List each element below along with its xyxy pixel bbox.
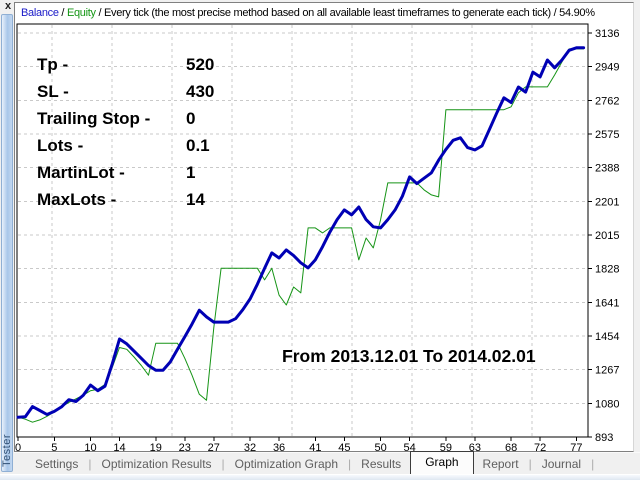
param-row: SL - 430 <box>37 78 214 105</box>
tab-journal[interactable]: Journal <box>541 456 582 471</box>
tab-separator: | <box>348 456 352 471</box>
param-value: 430 <box>186 82 215 101</box>
chart-legend: Balance / Equity / Every tick (the most … <box>21 7 595 19</box>
tab-separator: | <box>221 456 225 471</box>
tester-panel-title: Tester <box>1 434 13 467</box>
legend-separator-1: / <box>58 7 67 19</box>
y-tick-label: 2575 <box>595 129 619 141</box>
graph-panel: Balance / Equity / Every tick (the most … <box>14 2 634 452</box>
param-label: Lots - <box>37 136 84 155</box>
x-tick-label: 68 <box>505 442 517 451</box>
param-label: MartinLot - <box>37 163 125 182</box>
tester-sidebar: Tester <box>1 14 13 472</box>
parameter-overlay: Tp - 520 SL - 430 Trailing Stop - 0 Lots - 0.1 M… <box>37 51 214 213</box>
tab-optimization-graph[interactable]: Optimization Graph <box>234 456 339 471</box>
tester-tab-bar: Settings | Optimization Results | Optimizati… <box>14 451 640 474</box>
balance-equity-chart: 3136294927622575238822012015182816411454… <box>15 23 619 451</box>
param-row: MartinLot - 1 <box>37 159 214 186</box>
legend-method: Every tick (the most precise method base… <box>104 7 551 19</box>
y-tick-label: 893 <box>595 432 613 444</box>
x-tick-label: 36 <box>273 442 285 451</box>
x-tick-label: 32 <box>244 442 256 451</box>
legend-separator-2: / <box>95 7 104 19</box>
y-tick-label: 2201 <box>595 196 619 208</box>
param-label: MaxLots - <box>37 190 117 209</box>
param-label: Tp - <box>37 55 69 74</box>
tab-report[interactable]: Report <box>482 456 519 471</box>
tab-optimization-results[interactable]: Optimization Results <box>101 456 212 471</box>
tab-separator: | <box>528 456 532 471</box>
tab-graph[interactable]: Graph <box>410 451 474 474</box>
param-label: Trailing Stop - <box>37 109 151 128</box>
param-label: SL - <box>37 82 69 101</box>
y-tick-label: 2015 <box>595 230 619 242</box>
status-strip <box>0 474 640 480</box>
legend-separator-3: / <box>550 7 560 19</box>
legend-percent: 54.90% <box>559 7 595 19</box>
x-tick-label: 63 <box>469 442 481 451</box>
param-row: Trailing Stop - 0 <box>37 105 214 132</box>
y-tick-label: 1267 <box>595 365 619 377</box>
x-tick-label: 72 <box>534 442 546 451</box>
y-tick-label: 1828 <box>595 264 619 276</box>
y-tick-label: 1454 <box>595 331 619 343</box>
x-tick-label: 77 <box>570 442 582 451</box>
x-tick-label: 10 <box>84 442 96 451</box>
legend-equity: Equity <box>66 7 96 19</box>
x-tick-label: 45 <box>338 442 350 451</box>
x-tick-label: 14 <box>113 442 125 451</box>
param-row: Lots - 0.1 <box>37 132 214 159</box>
x-tick-label: 23 <box>179 442 191 451</box>
param-value: 520 <box>186 55 215 74</box>
close-icon[interactable]: x <box>4 0 12 12</box>
x-tick-label: 50 <box>374 442 386 451</box>
y-tick-label: 2388 <box>595 163 619 175</box>
param-value: 0.1 <box>186 136 210 155</box>
x-tick-label: 59 <box>440 442 452 451</box>
x-tick-label: 41 <box>309 442 321 451</box>
tab-results[interactable]: Results <box>361 456 402 471</box>
y-tick-label: 3136 <box>595 28 619 40</box>
param-value: 0 <box>186 109 196 128</box>
legend-balance: Balance <box>21 7 59 19</box>
chart-frame <box>16 23 589 438</box>
tab-separator: | <box>591 456 595 471</box>
y-tick-label: 1641 <box>595 297 619 309</box>
x-tick-label: 5 <box>51 442 57 451</box>
x-tick-label: 19 <box>150 442 162 451</box>
tab-settings[interactable]: Settings <box>35 456 79 471</box>
x-tick-label: 27 <box>208 442 220 451</box>
y-tick-label: 2762 <box>595 95 619 107</box>
tab-separator: | <box>88 456 92 471</box>
date-range-annotation: From 2013.12.01 To 2014.02.01 <box>282 346 536 366</box>
x-tick-label: 0 <box>15 442 21 451</box>
x-tick-label: 54 <box>403 442 415 451</box>
y-tick-label: 1080 <box>595 398 619 410</box>
series-balance-line <box>16 46 586 419</box>
param-value: 1 <box>186 163 196 182</box>
param-row: Tp - 520 <box>37 51 214 78</box>
param-value: 14 <box>186 190 205 209</box>
param-row: MaxLots - 14 <box>37 186 214 213</box>
y-tick-label: 2949 <box>595 62 619 74</box>
